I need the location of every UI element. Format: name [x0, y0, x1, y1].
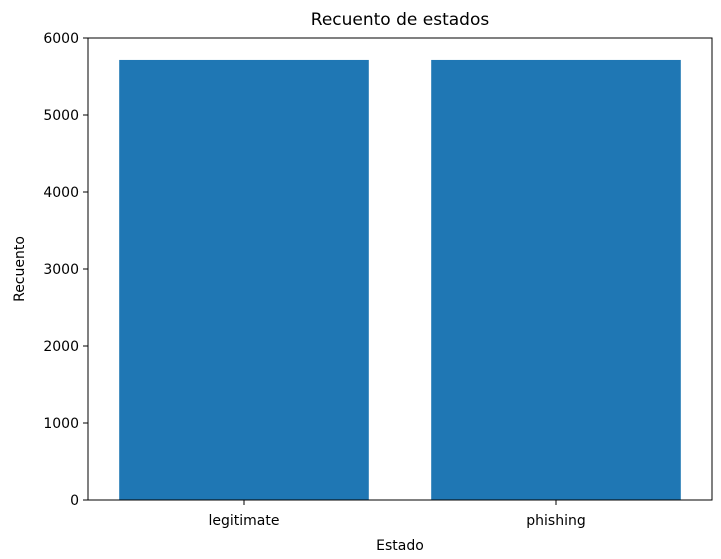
bar-legitimate	[119, 59, 369, 500]
y-tick-label: 1000	[43, 416, 79, 432]
y-tick-label: 0	[70, 493, 79, 509]
y-tick-label: 3000	[43, 262, 79, 278]
x-tick-label-phishing: phishing	[526, 513, 585, 529]
x-tick-label-legitimate: legitimate	[209, 513, 280, 529]
chart-title: Recuento de estados	[311, 10, 490, 30]
x-axis-title: Estado	[376, 538, 424, 554]
y-tick-label: 2000	[43, 339, 79, 355]
y-tick-label: 5000	[43, 108, 79, 124]
y-axis-title: Recuento	[12, 236, 28, 302]
y-tick-label: 6000	[43, 31, 79, 47]
bar-phishing	[431, 59, 681, 500]
axes: 0 1000 2000 3000 4000 5000 6000 legitimate phish…	[43, 31, 713, 529]
bars	[119, 59, 681, 500]
y-tick-label: 4000	[43, 185, 79, 201]
